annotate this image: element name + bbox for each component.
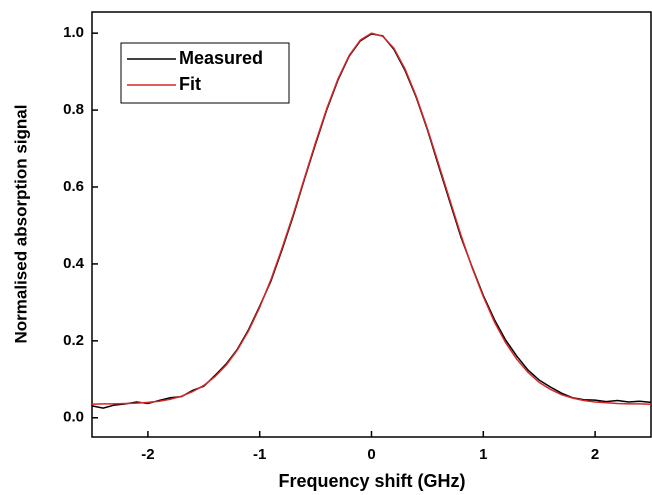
x-tick-label: -2 [141,446,154,463]
x-axis-label: Frequency shift (GHz) [278,471,465,491]
y-axis-label: Normalised absorption signal [11,105,30,344]
x-tick-label: -1 [253,446,266,463]
y-tick-label: 1.0 [63,24,84,41]
legend-box [120,42,290,104]
x-tick-label: 2 [591,446,599,463]
line-series [91,32,652,406]
y-tick-label: 0.2 [63,332,84,349]
legend-label: Fit [179,74,201,94]
y-tick-label: 0.8 [63,101,84,118]
x-tick-label: 1 [479,446,487,463]
y-tick-label: 0.6 [63,178,84,195]
x-tick-label: 0 [367,446,375,463]
y-tick-label: 0.0 [63,409,84,426]
legend-label: Measured [179,48,263,68]
y-tick-label: 0.4 [63,255,85,272]
